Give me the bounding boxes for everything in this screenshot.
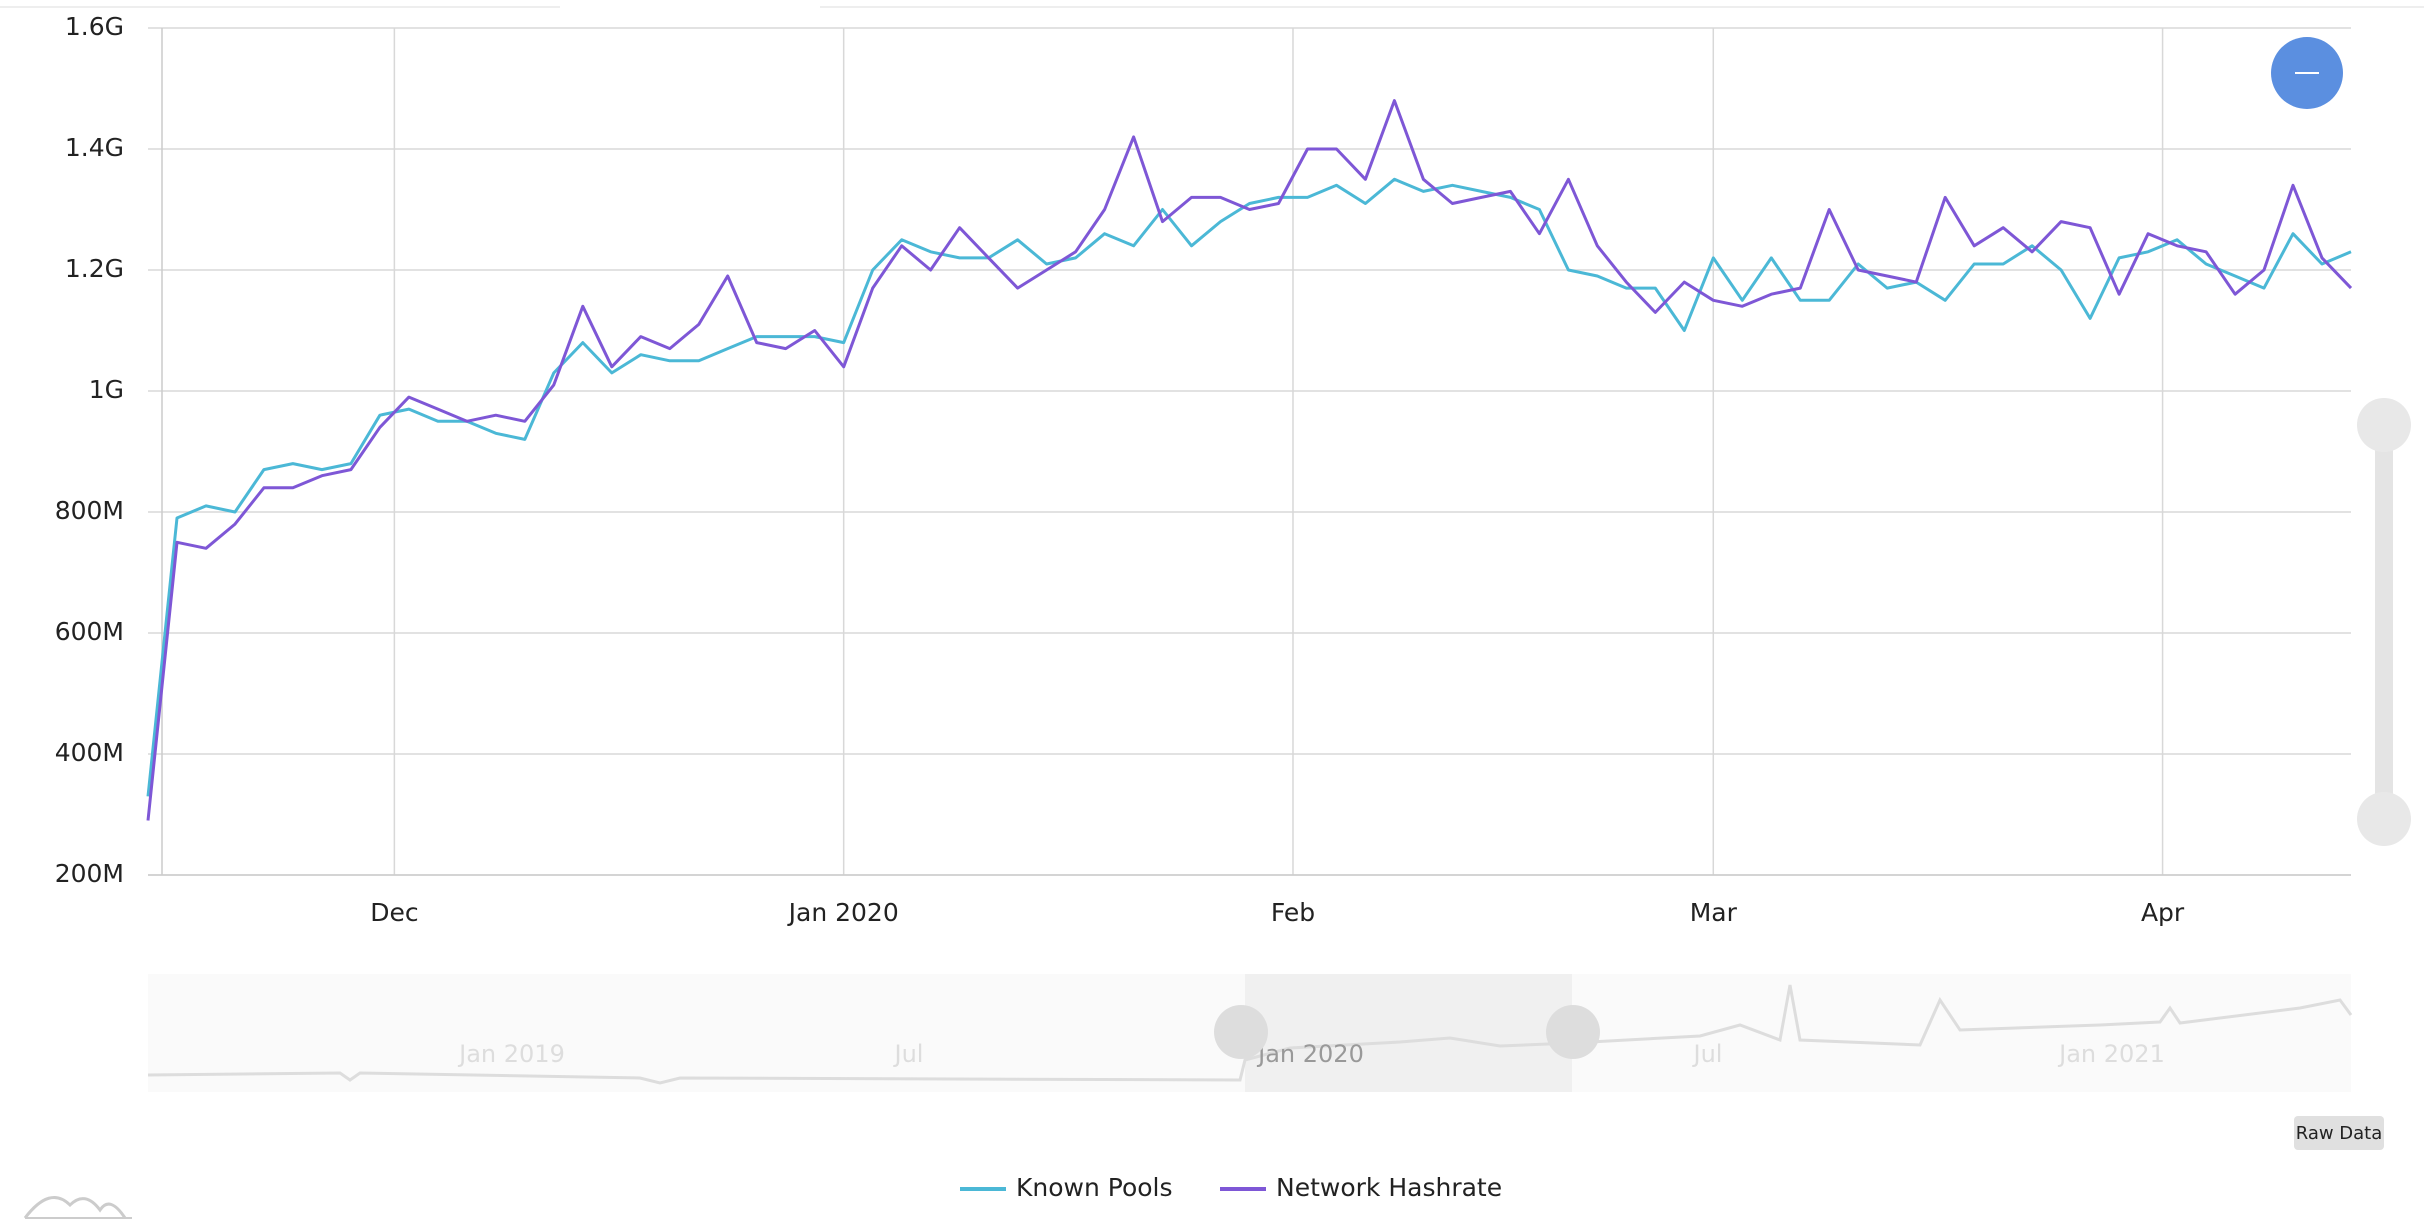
x-tick-label: Dec: [370, 898, 418, 927]
navigator-label: Jul: [1692, 1040, 1723, 1068]
y-tick-label: 600M: [55, 617, 124, 646]
navigator-selection[interactable]: [1245, 974, 1572, 1092]
navigator-label: Jul: [893, 1040, 924, 1068]
y-tick-label: 1.4G: [65, 133, 124, 162]
series-layer: [146, 99, 2353, 821]
navigator-label: Jan 2021: [2057, 1040, 2165, 1068]
legend-label[interactable]: Network Hashrate: [1276, 1173, 1502, 1202]
legend: Known Pools Network Hashrate: [960, 1173, 1502, 1202]
x-tick-label: Mar: [1690, 898, 1738, 927]
y-tick-label: 400M: [55, 738, 124, 767]
scrollbar-handle[interactable]: [2357, 398, 2411, 452]
navigator-label: Jan 2020: [1256, 1040, 1364, 1068]
navigator-handle[interactable]: [1546, 1005, 1600, 1059]
series-line: [146, 177, 2352, 797]
x-tick-label: Apr: [2141, 898, 2185, 927]
scrollbar-track: [2375, 425, 2393, 819]
grid: 200M 400M 600M 800M 1G 1.2G 1.4G 1.6G Dec Jan 202…: [55, 12, 2351, 927]
legend-label[interactable]: Known Pools: [1016, 1173, 1173, 1202]
scrollbar-handle[interactable]: [2357, 792, 2411, 846]
y-tick-label: 1.6G: [65, 12, 124, 41]
raw-data-label[interactable]: Raw Data: [2296, 1123, 2383, 1144]
navigator-label: Jan 2019: [457, 1040, 565, 1068]
x-tick-label: Feb: [1271, 898, 1315, 927]
x-tick-label: Jan 2020: [787, 898, 899, 927]
navigator-handle[interactable]: [1214, 1005, 1268, 1059]
y-tick-label: 800M: [55, 496, 124, 525]
y-tick-label: 1G: [89, 375, 124, 404]
navigator-line: [147, 984, 2353, 1085]
series-line: [146, 99, 2353, 821]
y-tick-label: 200M: [55, 859, 124, 888]
logo: [23, 1195, 127, 1219]
y-tick-label: 1.2G: [65, 254, 124, 283]
raw-data-button[interactable]: [2294, 1116, 2384, 1150]
